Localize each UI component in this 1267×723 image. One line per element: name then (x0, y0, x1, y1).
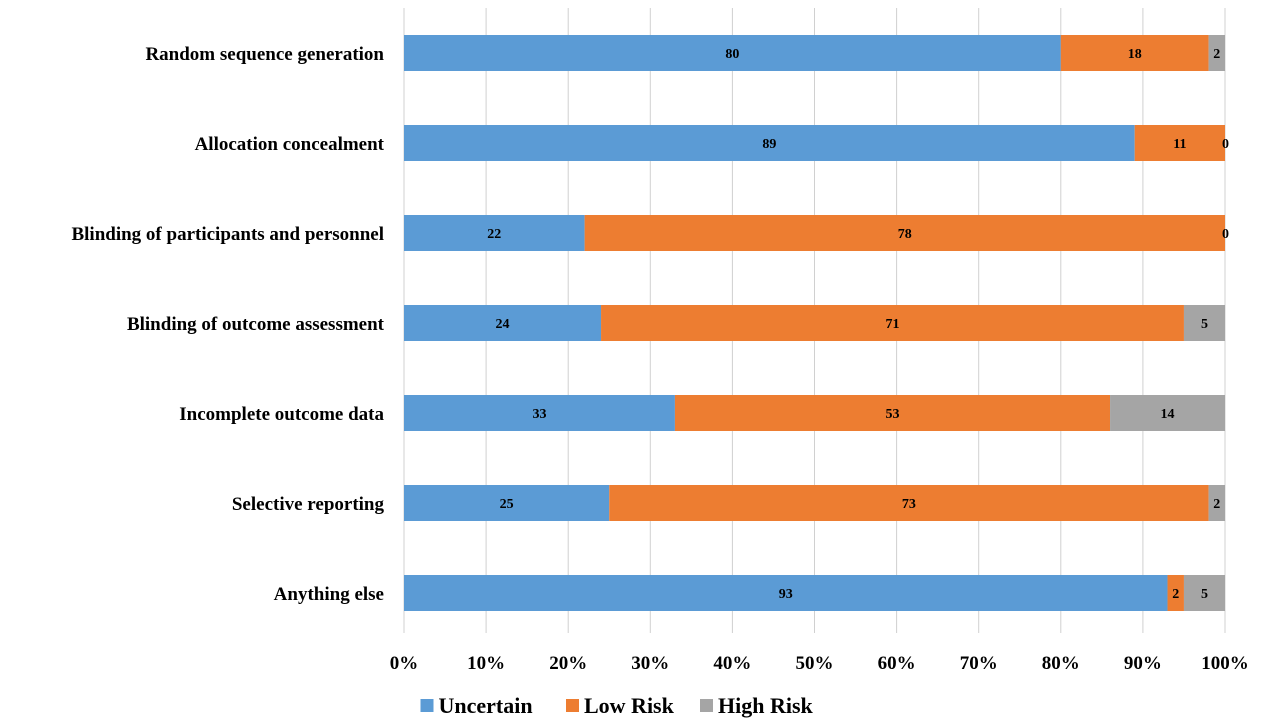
data-label: 71 (885, 317, 899, 332)
data-label: 73 (902, 497, 916, 512)
bar-uncertain (404, 215, 585, 251)
category-label: Incomplete outcome data (179, 404, 384, 425)
data-label: 78 (898, 227, 912, 242)
bar-high-risk (1183, 575, 1225, 611)
data-label: 89 (762, 137, 776, 152)
bar-uncertain (404, 485, 610, 521)
x-tick-label: 0% (390, 653, 419, 674)
bar-low-risk (1060, 35, 1209, 71)
bar-low-risk (609, 485, 1209, 521)
data-label: 25 (500, 497, 514, 512)
bar-high-risk (1208, 485, 1225, 521)
data-label: 2 (1213, 497, 1220, 512)
legend-label: Uncertain (439, 693, 533, 718)
category-label: Random sequence generation (145, 44, 384, 65)
legend-swatch-uncertain (420, 699, 434, 712)
data-label: 24 (496, 317, 510, 332)
x-tick-label: 40% (713, 653, 751, 674)
legend-label: Low Risk (584, 693, 675, 718)
category-label: Selective reporting (232, 494, 385, 515)
bar-uncertain (404, 125, 1135, 161)
category-label: Allocation concealment (195, 134, 385, 155)
bar-low-risk (674, 395, 1111, 431)
category-labels: Random sequence generation Allocation con… (71, 44, 384, 605)
bar-low-risk (601, 305, 1184, 341)
x-tick-label: 60% (878, 653, 916, 674)
data-label: 2 (1213, 47, 1220, 62)
x-tick-label: 70% (960, 653, 998, 674)
data-label: 18 (1128, 47, 1142, 62)
x-tick-label: 50% (796, 653, 834, 674)
bar-uncertain (404, 35, 1061, 71)
x-tick-label: 100% (1201, 653, 1249, 674)
legend-swatch-high-risk (700, 699, 713, 712)
data-label: 53 (885, 407, 899, 422)
data-label: 11 (1173, 137, 1186, 152)
category-label: Blinding of participants and personnel (71, 224, 384, 245)
bar-low-risk (1134, 125, 1225, 161)
x-tick-label: 90% (1124, 653, 1162, 674)
bar-uncertain (404, 395, 675, 431)
x-tick-label: 20% (549, 653, 587, 674)
data-label: 33 (532, 407, 546, 422)
data-label: 5 (1201, 317, 1208, 332)
data-label: 80 (725, 47, 739, 62)
bar-uncertain (404, 305, 602, 341)
category-label: Anything else (274, 584, 384, 605)
bar-low-risk (584, 215, 1225, 251)
x-tick-label: 80% (1042, 653, 1080, 674)
data-label: 0 (1222, 227, 1229, 242)
data-label: 14 (1161, 407, 1175, 422)
legend-label: High Risk (718, 693, 814, 718)
bar-low-risk (1167, 575, 1184, 611)
data-label: 22 (487, 227, 501, 242)
data-label: 0 (1222, 137, 1229, 152)
bar-high-risk (1208, 35, 1225, 71)
data-label: 2 (1172, 587, 1179, 602)
category-label: Blinding of outcome assessment (127, 314, 385, 335)
legend: Uncertain Low Risk High Risk (420, 693, 814, 718)
x-tick-label: 10% (467, 653, 505, 674)
data-label: 5 (1201, 587, 1208, 602)
bar-high-risk (1110, 395, 1225, 431)
bar-uncertain (404, 575, 1168, 611)
bar-high-risk (1183, 305, 1225, 341)
data-label: 93 (779, 587, 793, 602)
x-tick-labels: 0% 10% 20% 30% 40% 50% 60% 70% 80% 90% 100% (390, 653, 1249, 674)
x-tick-label: 30% (631, 653, 669, 674)
legend-swatch-low-risk (566, 699, 579, 712)
